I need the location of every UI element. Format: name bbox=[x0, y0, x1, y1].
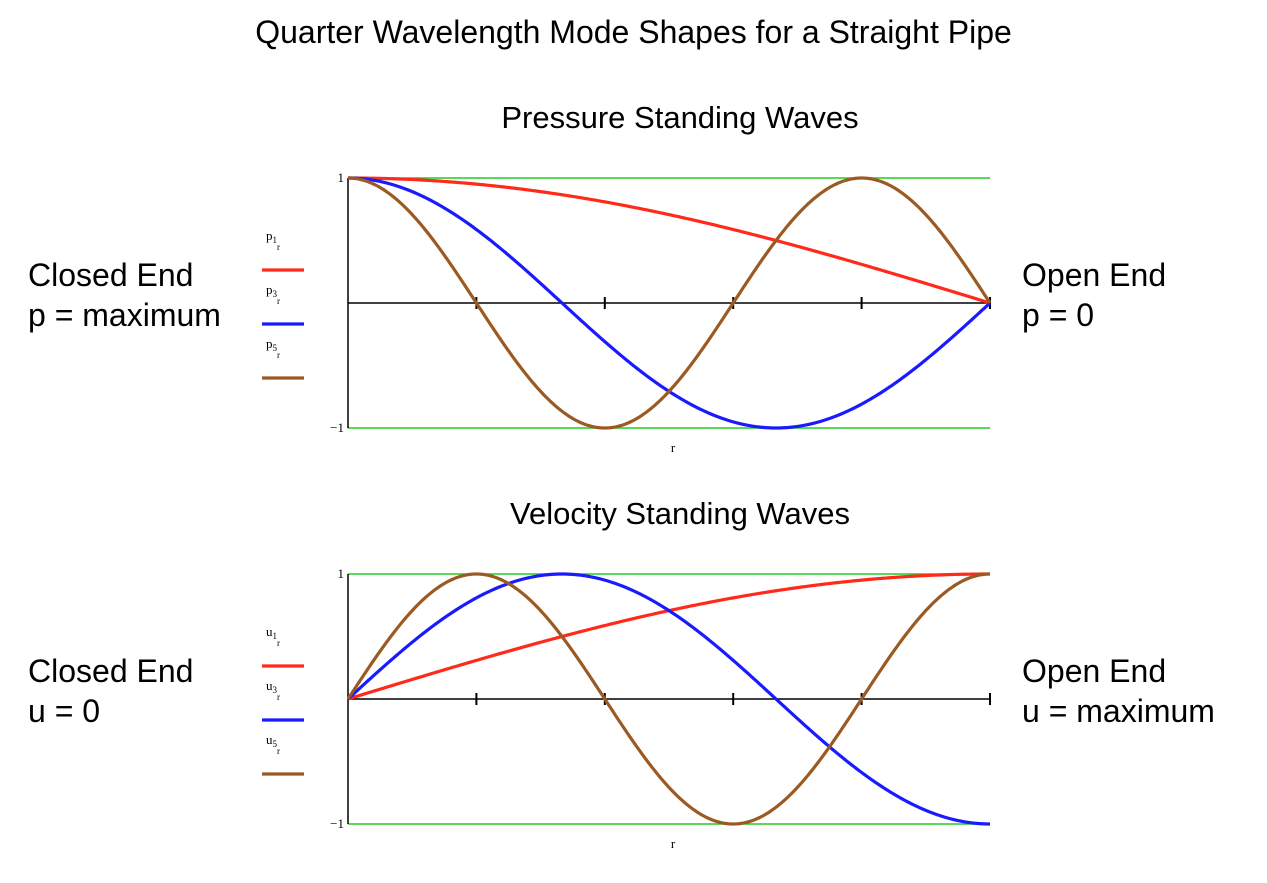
velocity-series-u1 bbox=[347, 572, 990, 701]
velocity-legend-sub-u1: 1 bbox=[273, 631, 278, 641]
pressure-right-line-1: Open End bbox=[1022, 257, 1167, 293]
pressure-left-line-2: p = maximum bbox=[28, 297, 221, 333]
velocity-left-annotation: Closed End u = 0 bbox=[28, 651, 193, 731]
velocity-legend-sub-u5: 5 bbox=[273, 739, 278, 749]
velocity-right-line-1: Open End bbox=[1022, 653, 1167, 689]
pressure-left-annotation: Closed End p = maximum bbox=[28, 255, 221, 335]
pressure-legend-sub-p1: 1 bbox=[273, 235, 278, 245]
pressure-legend-index-p5: r bbox=[277, 350, 280, 360]
pressure-legend-index-p1: r bbox=[277, 242, 280, 252]
pressure-y-tick-label-1: −1 bbox=[330, 420, 344, 435]
pressure-legend-label-p5: p5r bbox=[266, 336, 280, 360]
pressure-left-line-1: Closed End bbox=[28, 257, 194, 293]
pressure-y-tick-label-0: 1 bbox=[338, 170, 345, 185]
velocity-right-annotation: Open End u = maximum bbox=[1022, 651, 1215, 731]
velocity-right-line-2: u = maximum bbox=[1022, 693, 1215, 729]
pressure-right-annotation: Open End p = 0 bbox=[1022, 255, 1166, 335]
velocity-series-u5 bbox=[346, 572, 991, 826]
velocity-left-line-1: Closed End bbox=[28, 653, 194, 689]
velocity-y-tick-label-1: −1 bbox=[330, 816, 344, 831]
velocity-y-tick-label-0: 1 bbox=[338, 566, 345, 581]
velocity-x-label: r bbox=[671, 836, 676, 851]
pressure-legend-label-p3: p3r bbox=[266, 282, 280, 306]
pressure-legend-sub-p5: 5 bbox=[273, 343, 278, 353]
velocity-legend-index-u3: r bbox=[277, 692, 280, 702]
pressure-chart-title: Pressure Standing Waves bbox=[501, 100, 859, 135]
velocity-legend-sub-u3: 3 bbox=[273, 685, 278, 695]
velocity-chart-title: Velocity Standing Waves bbox=[509, 496, 851, 531]
velocity-series-u3 bbox=[346, 572, 991, 826]
main-title: Quarter Wavelength Mode Shapes for a Str… bbox=[255, 14, 1012, 50]
velocity-legend-index-u5: r bbox=[277, 746, 280, 756]
velocity-legend-label-u1: u1r bbox=[266, 624, 280, 648]
pressure-series-p1 bbox=[348, 176, 991, 305]
pressure-legend-sub-p3: 3 bbox=[273, 289, 278, 299]
pressure-x-label: r bbox=[671, 440, 676, 455]
pressure-legend-index-p3: r bbox=[277, 296, 280, 306]
velocity-left-line-2: u = 0 bbox=[28, 693, 101, 729]
pressure-right-line-2: p = 0 bbox=[1022, 297, 1095, 333]
pressure-legend-label-p1: p1r bbox=[266, 228, 280, 252]
velocity-legend-index-u1: r bbox=[277, 638, 280, 648]
velocity-legend-label-u5: u5r bbox=[266, 732, 280, 756]
pressure-series-p5 bbox=[347, 176, 992, 430]
velocity-legend-label-u3: u3r bbox=[266, 678, 280, 702]
